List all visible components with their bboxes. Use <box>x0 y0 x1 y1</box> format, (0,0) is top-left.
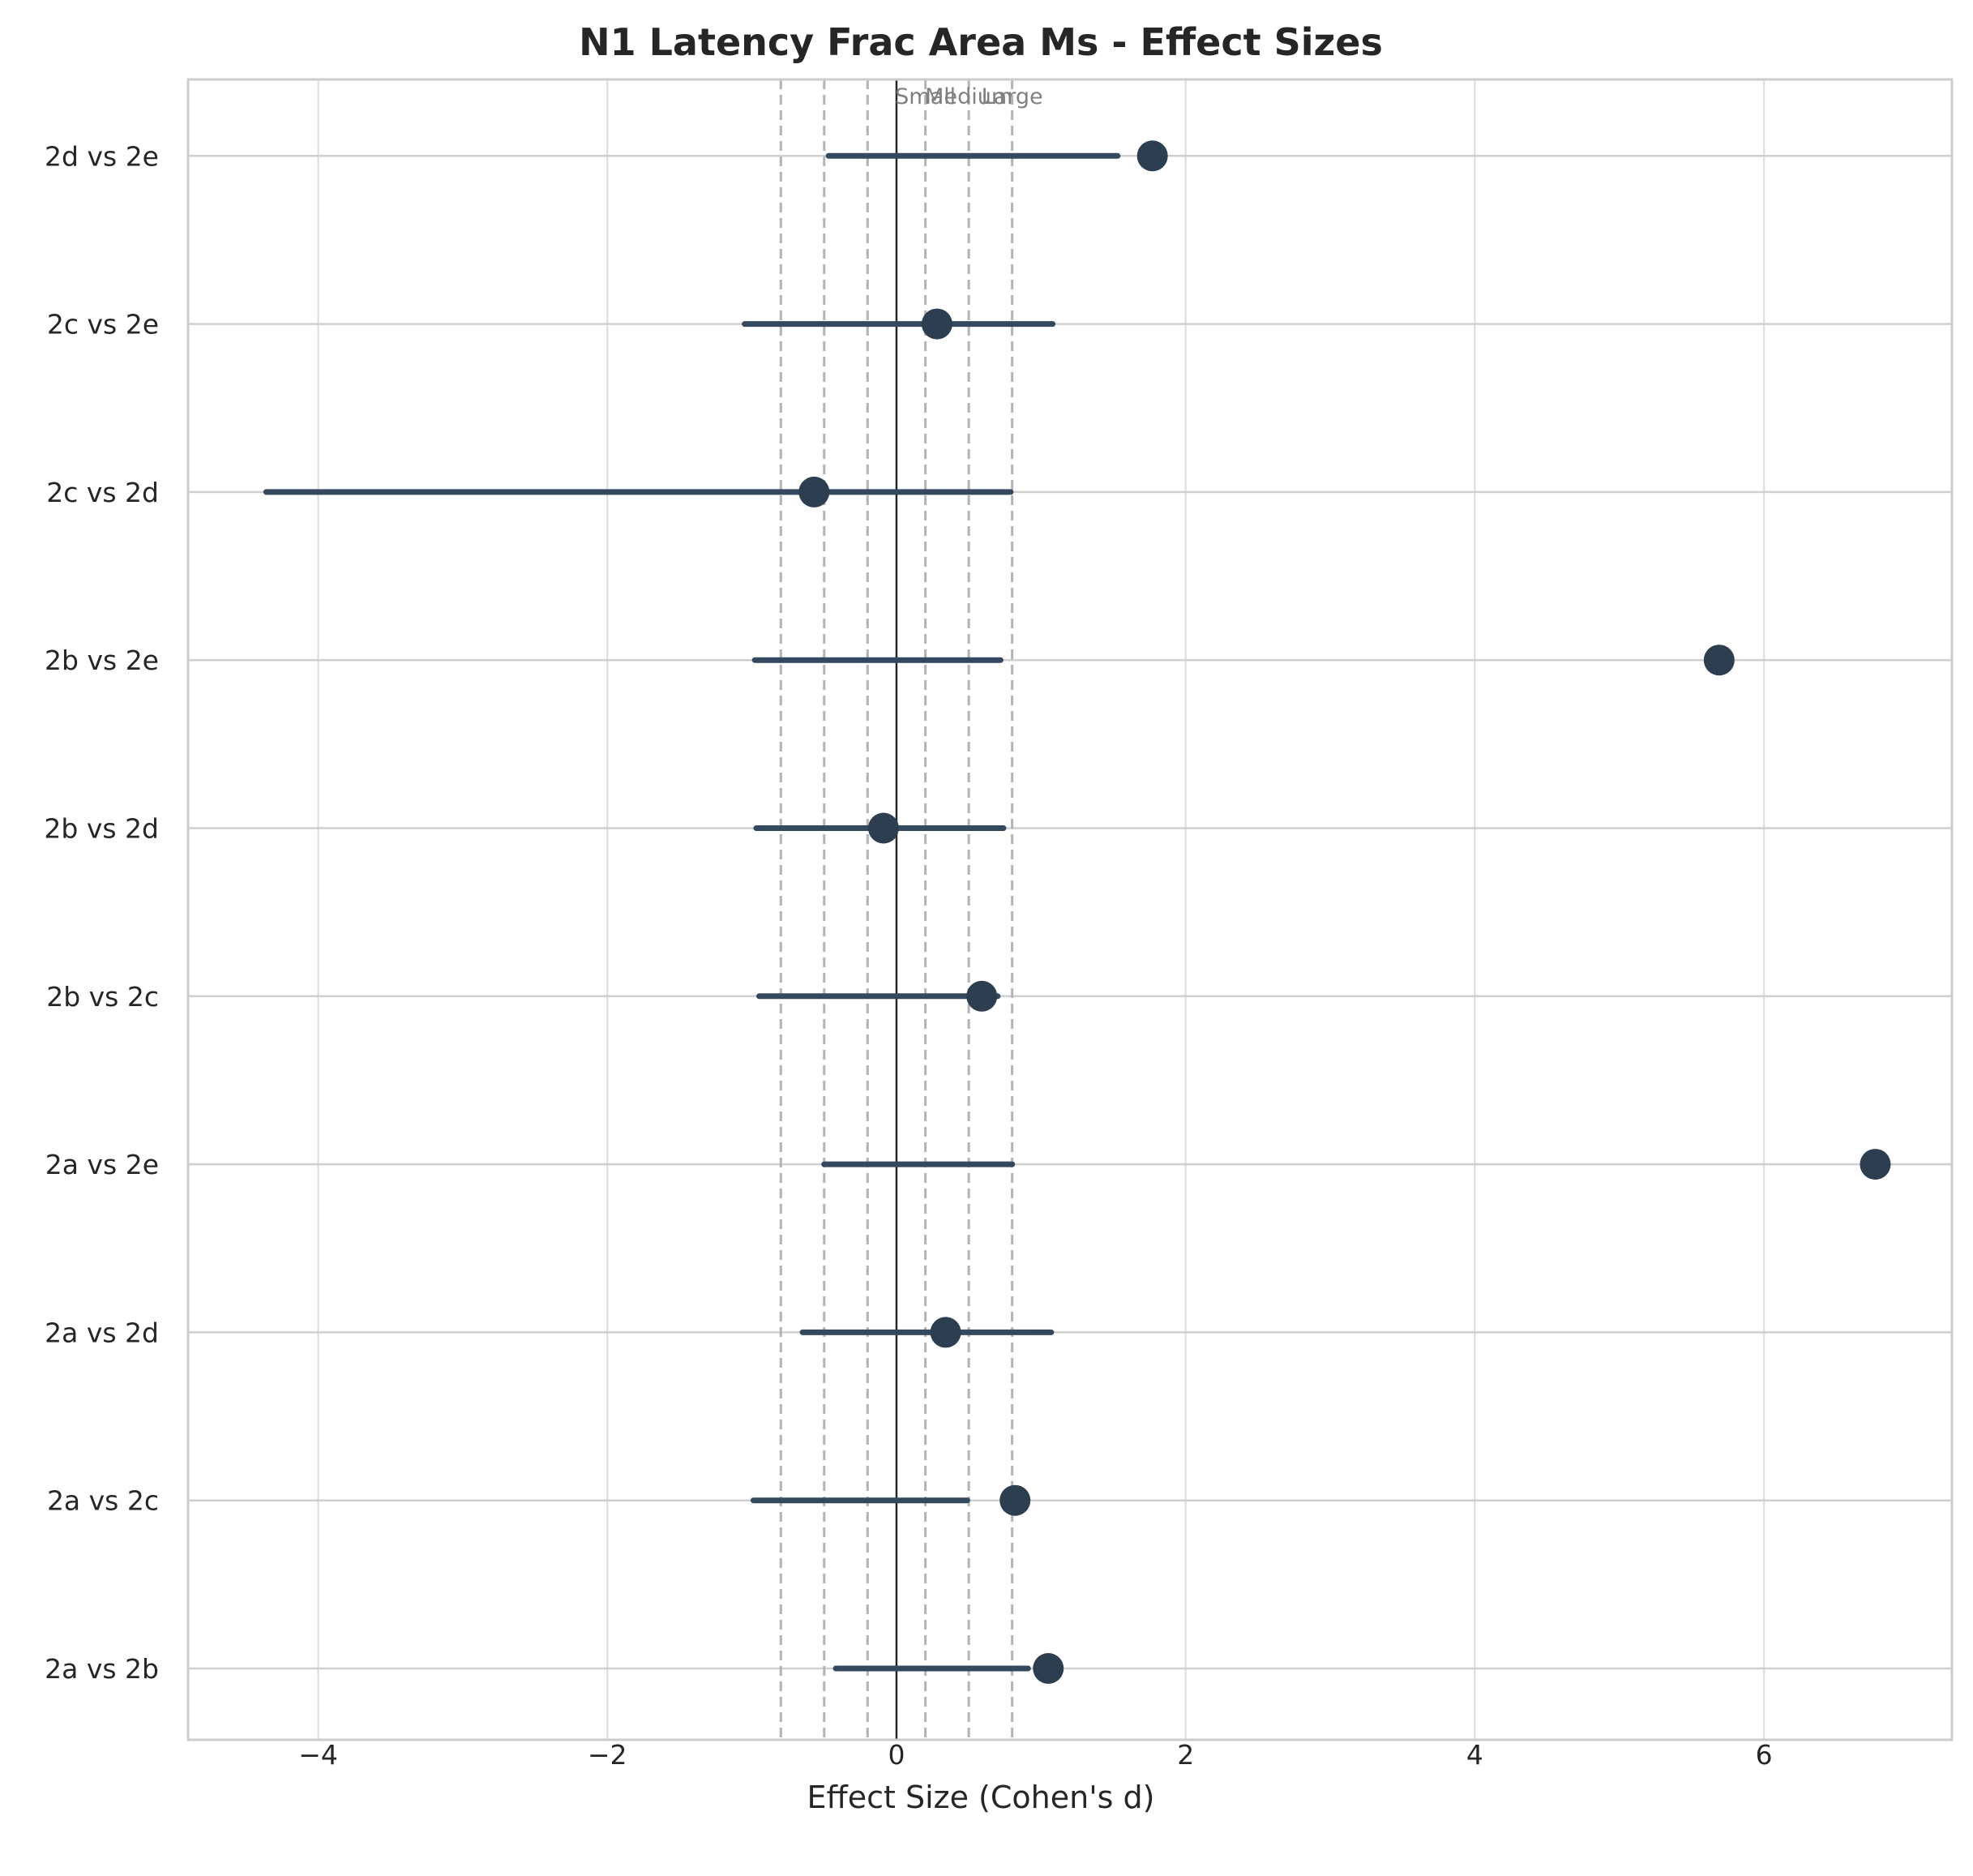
x-tick-label: −2 <box>588 1739 627 1771</box>
y-tick-label: 2a vs 2b <box>45 1653 159 1685</box>
reference-lines <box>779 79 1014 1740</box>
y-tick-labels: 2a vs 2b 2a vs 2c 2a vs 2d 2a vs 2e 2b vs 2c… <box>44 140 159 1685</box>
effect-point <box>1033 1653 1064 1684</box>
x-tick-label: −4 <box>298 1739 338 1771</box>
effect-point <box>1860 1149 1891 1180</box>
y-tick-label: 2c vs 2d <box>46 477 159 508</box>
y-tick-label: 2a vs 2d <box>45 1317 159 1348</box>
x-axis-label: Effect Size (Cohen's d) <box>807 1780 1155 1815</box>
effect-point <box>921 308 952 340</box>
x-tick-labels: −4 −2 0 2 4 6 <box>298 1739 1772 1771</box>
y-tick-label: 2b vs 2c <box>46 981 159 1013</box>
effect-point <box>798 476 830 508</box>
effect-point <box>999 1484 1031 1516</box>
effect-points <box>798 140 1891 1684</box>
threshold-label: Medium <box>925 84 1012 109</box>
x-tick-label: 6 <box>1756 1739 1773 1771</box>
confidence-intervals <box>263 152 1121 1672</box>
plot-frame <box>186 78 1954 1741</box>
threshold-label: Small <box>895 84 956 109</box>
effect-point <box>966 980 998 1012</box>
y-tick-label: 2c vs 2e <box>47 309 159 341</box>
effect-point <box>930 1317 961 1348</box>
y-tick-label: 2d vs 2e <box>45 140 159 172</box>
effect-point <box>1136 140 1168 172</box>
x-tick-label: 0 <box>888 1739 905 1771</box>
y-tick-label: 2b vs 2d <box>44 813 159 845</box>
y-tick-label: 2a vs 2c <box>47 1485 159 1517</box>
y-tick-label: 2a vs 2e <box>45 1149 159 1180</box>
chart-title: N1 Latency Frac Area Ms - Effect Sizes <box>579 20 1383 64</box>
effect-point <box>1703 645 1735 676</box>
grid-layer <box>188 79 1952 1740</box>
y-tick-label: 2b vs 2e <box>45 645 159 676</box>
x-tick-label: 4 <box>1466 1739 1483 1771</box>
x-tick-label: 2 <box>1177 1739 1194 1771</box>
threshold-label: Large <box>982 84 1043 109</box>
effect-point <box>867 812 899 844</box>
